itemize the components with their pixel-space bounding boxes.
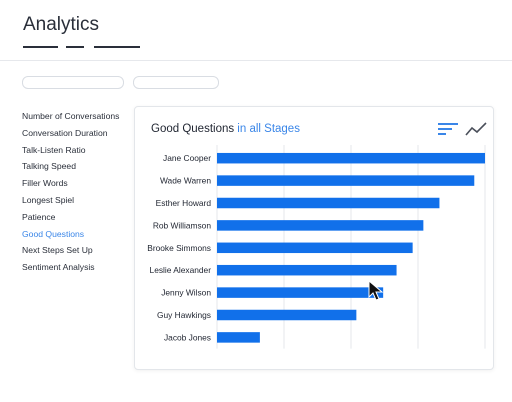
bar-label: Esther Howard	[156, 198, 212, 208]
mouse-cursor-icon	[368, 280, 384, 301]
bar-chart: Jane Cooper Wade Warren Esther Howard Rob W…	[147, 145, 486, 349]
chart-title: Good Questions in all Stages	[151, 123, 300, 135]
bar[interactable]	[217, 287, 384, 298]
sidebar-item-sentiment-analysis[interactable]: Sentiment Analysis	[22, 262, 95, 273]
line-chart-icon[interactable]	[465, 121, 487, 137]
sidebar-item-patience[interactable]: Patience	[22, 211, 56, 222]
sidebar-item-next-steps-set-up[interactable]: Next Steps Set Up	[22, 245, 93, 256]
bar-label: Jacob Jones	[164, 332, 211, 342]
bar-label: Jenny Wilson	[161, 288, 211, 298]
metrics-sidebar: Number of Conversations Conversation Dura…	[22, 108, 132, 276]
chart-title-accent: in all Stages	[234, 123, 300, 135]
bar[interactable]	[217, 175, 475, 186]
bar[interactable]	[217, 220, 424, 231]
sort-icon[interactable]	[437, 121, 459, 137]
bar[interactable]	[217, 309, 357, 321]
bar[interactable]	[217, 332, 260, 343]
bar-label: Wade Warren	[160, 176, 211, 186]
sidebar-item-filler-words[interactable]: Filler Words	[22, 178, 68, 189]
filter-dropdown-1[interactable]	[22, 76, 124, 89]
bar-label: Brooke Simmons	[147, 243, 211, 253]
sidebar-item-talking-speed[interactable]: Talking Speed	[22, 161, 76, 172]
sidebar-item-conversation-duration[interactable]: Conversation Duration	[22, 127, 108, 138]
bar[interactable]	[217, 152, 485, 164]
bar-label: Leslie Alexander	[150, 265, 212, 275]
page-title: Analytics	[23, 14, 100, 35]
bar-label: Rob Williamson	[153, 220, 212, 230]
filter-dropdown-2[interactable]	[133, 76, 219, 89]
bar-label: Jane Cooper	[163, 153, 211, 163]
chart-title-main: Good Questions	[151, 123, 235, 135]
chart-card: Good Questions in all Stages Jane Cooper…	[134, 106, 494, 370]
sidebar-item-number-of-conversations[interactable]: Number of Conversations	[22, 111, 120, 121]
sidebar-item-talk-listen-ratio[interactable]: Talk-Listen Ratio	[22, 144, 86, 155]
bar[interactable]	[217, 242, 413, 254]
sidebar-item-good-questions[interactable]: Good Questions	[22, 228, 85, 239]
bar[interactable]	[217, 264, 397, 276]
bar-label: Guy Hawkings	[157, 310, 211, 320]
bar[interactable]	[217, 197, 440, 209]
header-divider	[0, 60, 512, 61]
sidebar-item-longest-spiel[interactable]: Longest Spiel	[22, 194, 75, 205]
